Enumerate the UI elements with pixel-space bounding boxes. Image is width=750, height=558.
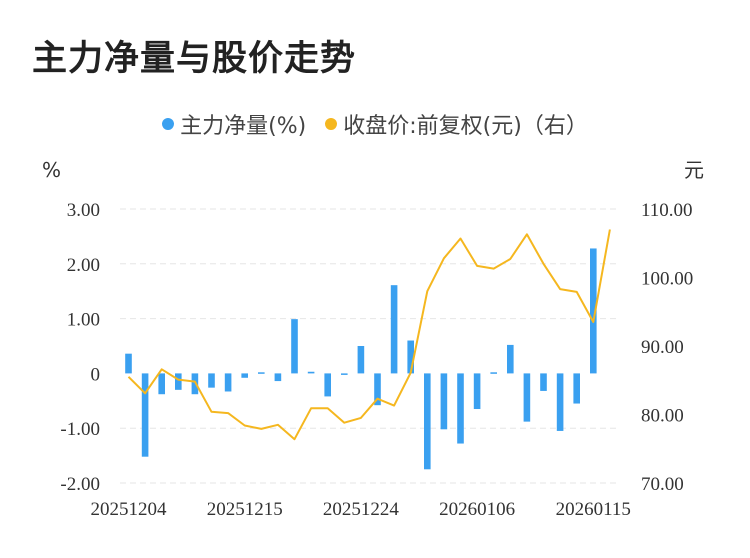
legend-label-close-price: 收盘价:前复权(元)（右） [343, 114, 588, 139]
right-tick-label: 80.00 [641, 406, 684, 427]
net-flow-bar [324, 373, 331, 397]
net-flow-bar [175, 373, 182, 390]
net-flow-bar [590, 248, 597, 374]
grid-lines [120, 208, 620, 484]
net-flow-bar [573, 373, 580, 404]
net-flow-bar [125, 353, 132, 374]
left-tick-label: -2.00 [60, 474, 100, 495]
net-flow-bar [208, 373, 215, 388]
left-axis-ticks: 3.00 2.00 1.00 0 -1.00 -2.00 [60, 200, 100, 495]
net-flow-bar [407, 340, 414, 374]
net-flow-bar [457, 373, 464, 444]
legend-dot-close-price [325, 118, 338, 130]
net-flow-bar [556, 373, 564, 431]
left-tick-label: 2.00 [67, 255, 100, 276]
right-tick-label: 100.00 [641, 269, 693, 290]
net-flow-bars [125, 248, 597, 470]
x-tick-label: 20260106 [439, 499, 515, 520]
legend-item-net-flow[interactable]: 主力净量(%) [162, 108, 306, 140]
net-flow-bar [507, 344, 514, 374]
right-axis-unit: 元 [684, 158, 704, 182]
net-flow-bar [357, 346, 365, 374]
left-axis-unit: % [42, 158, 61, 182]
left-tick-label: 0 [91, 364, 101, 385]
right-tick-label: 90.00 [641, 337, 684, 358]
legend-dot-net-flow [162, 118, 175, 130]
left-tick-label: 3.00 [67, 200, 100, 221]
legend-item-close-price[interactable]: 收盘价:前复权(元)（右） [325, 108, 588, 140]
legend-label-net-flow: 主力净量(%) [180, 114, 307, 139]
x-tick-label: 20251224 [323, 499, 400, 520]
net-flow-bar [424, 373, 431, 470]
net-flow-bar [291, 319, 298, 374]
net-flow-bar [307, 371, 315, 374]
net-flow-bar [440, 373, 448, 430]
net-flow-bar [523, 373, 531, 422]
net-flow-bar [191, 373, 199, 395]
legend: 主力净量(%) 收盘价:前复权(元)（右） [0, 108, 750, 140]
right-tick-label: 70.00 [641, 474, 684, 495]
net-flow-bar [274, 373, 282, 382]
net-flow-bar [490, 372, 497, 374]
net-flow-bar [473, 373, 481, 410]
x-tick-label: 20251215 [207, 499, 283, 520]
net-flow-bar [540, 373, 547, 391]
net-flow-bar [258, 372, 265, 374]
net-flow-bar [341, 373, 348, 375]
net-flow-bar [241, 373, 248, 378]
chart-title: 主力净量与股价走势 [32, 39, 357, 79]
net-flow-bar [390, 285, 398, 374]
close-price-line-group [127, 229, 611, 441]
left-tick-label: -1.00 [60, 419, 100, 440]
x-tick-label: 20251204 [91, 499, 168, 520]
x-axis-ticks: 20251204 20251215 20251224 20260106 20260115 [91, 499, 631, 520]
right-tick-label: 110.00 [641, 200, 693, 221]
x-tick-label: 20260115 [556, 499, 631, 520]
net-flow-bar [224, 373, 232, 392]
net-flow-bar [141, 373, 149, 457]
right-axis-ticks: 110.00 100.00 90.00 80.00 70.00 [641, 200, 693, 495]
net-flow-bar [158, 373, 165, 395]
net-flow-bar [374, 373, 381, 406]
left-tick-label: 1.00 [67, 310, 100, 331]
close-price-line [127, 229, 611, 441]
